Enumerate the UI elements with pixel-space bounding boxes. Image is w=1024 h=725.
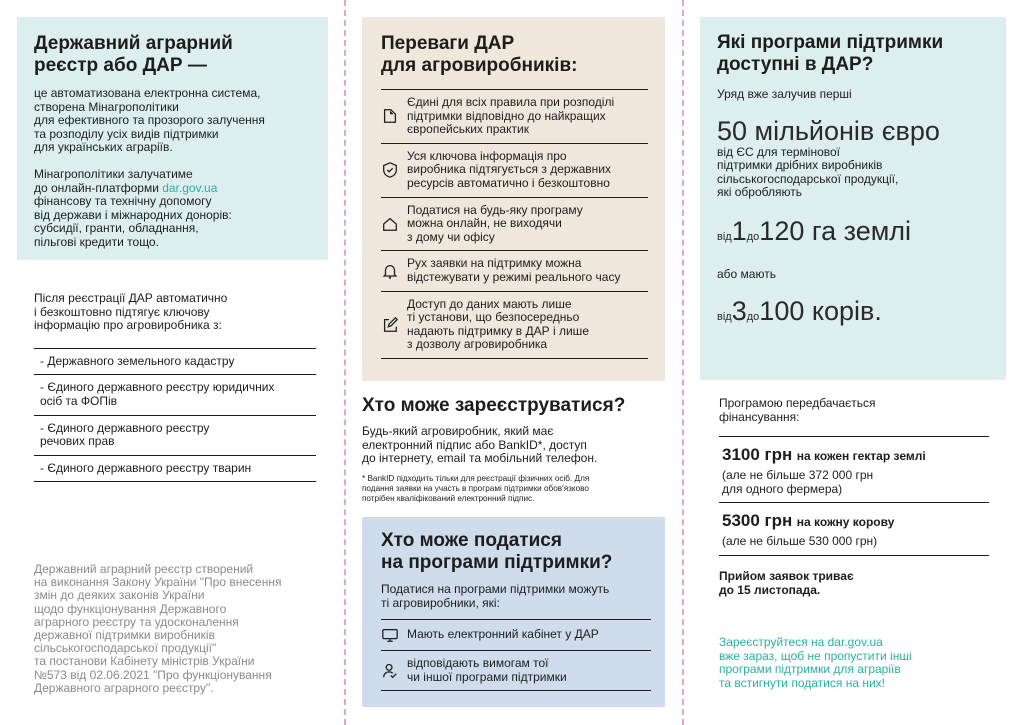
bankid-footnote: * BankID підходить тільки для реєстрації… — [362, 473, 590, 503]
funding-note: (але не більше 372 000 грн для одного фе… — [722, 468, 874, 496]
benefit-text: Уся ключова інформація про виробника під… — [407, 148, 611, 190]
register-cta: Зареєструйтеся на dar.gov.ua вже зараз, … — [719, 635, 912, 690]
funding-rule — [719, 436, 989, 438]
dar-platform-text: Мінагрополітики залучатиме до онлайн-пла… — [34, 166, 311, 250]
platform-text-start: Мінагрополітики залучатиме до онлайн-пла… — [34, 166, 193, 195]
condition-text: відповідають вимогам тої чи іншої програ… — [407, 656, 567, 684]
shield-check-icon — [381, 161, 407, 179]
who-register-title: Хто може зареєструватися? — [362, 395, 626, 416]
cows-from: 3 — [731, 295, 747, 326]
home-icon — [381, 215, 407, 233]
land-from: 1 — [731, 215, 747, 246]
registry-intro: Після реєстрації ДАР автоматично і безко… — [34, 291, 228, 333]
user-check-icon — [381, 662, 407, 680]
land-unit: га землі — [811, 215, 912, 246]
who-apply-panel: Хто може податися на програми підтримки?… — [362, 517, 665, 707]
registry-rule — [34, 347, 316, 349]
land-range: від1до120 га землі — [717, 216, 989, 252]
land-from-word: від — [717, 230, 732, 243]
funding-amount: 5300 грн — [722, 511, 793, 531]
registry-item: - Державного земельного кадастру — [34, 349, 316, 376]
funding-desc: на кожну корову — [796, 515, 895, 530]
who-register-text: Будь-який агровиробник, який має електро… — [362, 424, 598, 466]
benefit-item: Уся ключова інформація про виробника під… — [381, 144, 648, 198]
benefit-text: Рух заявки на підтримку можна відстежува… — [407, 256, 621, 284]
bell-icon — [381, 262, 407, 280]
funding-section: Програмою передбачається фінансування: 3… — [719, 396, 989, 597]
benefits-rule — [381, 89, 648, 90]
conditions-rule — [381, 619, 651, 621]
document-icon — [381, 107, 407, 125]
land-to-word: до — [746, 230, 760, 243]
who-apply-title: Хто може податися на програми підтримки? — [381, 530, 613, 573]
platform-text-end: фінансову та технічну допомогу від держа… — [34, 194, 232, 249]
gov-text: Уряд вже залучив перші — [717, 87, 852, 101]
programs-title: Які програми підтримки доступні в ДАР? — [717, 32, 944, 75]
cows-unit: корів. — [811, 295, 882, 326]
cows-from-word: від — [717, 310, 732, 323]
funding-note: (але не більше 530 000 грн) — [722, 534, 878, 549]
benefit-text: Податися на будь-яку програму можна онла… — [407, 202, 583, 244]
fold-divider-right — [682, 0, 684, 725]
funding-amount: 3100 грн — [722, 445, 793, 465]
cows-to-word: до — [746, 310, 760, 323]
benefit-item: Доступ до даних мають лише ті установи, … — [381, 292, 648, 359]
funding-item: 3100 грн на кожен гектар землі (але не бі… — [719, 437, 989, 504]
dar-link[interactable]: dar.gov.ua — [162, 180, 218, 195]
legal-note: Державний аграрний реєстр створений на в… — [34, 562, 282, 695]
amount-description: від ЄС для термінової підтримки дрібних … — [717, 144, 899, 200]
funding-desc: на кожен гектар землі — [796, 449, 926, 464]
dar-intro-text: це автоматизована електронна система, ст… — [34, 86, 265, 155]
who-register-section: Хто може зареєструватися? Будь-який агро… — [362, 395, 665, 504]
amount-headline: 50 мільйонів євро — [717, 115, 940, 146]
benefits-panel: Переваги ДАР для агровиробників: Єдині д… — [362, 17, 665, 381]
condition-item: Мають електронний кабінет у ДАР — [381, 620, 651, 652]
benefits-title: Переваги ДАР для агровиробників: — [381, 33, 578, 76]
registry-section: Після реєстрації ДАР автоматично і безко… — [34, 291, 316, 483]
funding-item: 5300 грн на кожну корову (але не більше 5… — [719, 503, 989, 556]
land-to: 120 — [759, 215, 805, 246]
condition-item: відповідають вимогам тої чи іншої програ… — [381, 651, 651, 692]
benefit-item: Податися на будь-яку програму можна онла… — [381, 198, 648, 252]
dar-intro-panel: Державний аграрний реєстр або ДАР — це а… — [17, 17, 328, 260]
benefit-item: Рух заявки на підтримку можна відстежува… — [381, 251, 648, 292]
deadline-text: Прийом заявок триває до 15 листопада. — [719, 568, 854, 597]
fold-divider-left — [344, 0, 346, 725]
benefit-text: Доступ до даних мають лише ті установи, … — [407, 296, 589, 352]
funding-intro: Програмою передбачається фінансування: — [719, 396, 876, 424]
cows-to: 100 — [759, 295, 805, 326]
programs-panel: Які програми підтримки доступні в ДАР? У… — [700, 17, 1006, 380]
registry-item: - Єдиного державного реєстру речових пра… — [34, 416, 316, 456]
registry-item: - Єдиного державного реєстру тварин — [34, 456, 316, 483]
or-text: або мають — [717, 266, 776, 281]
benefit-item: Єдині для всіх правила при розподілі під… — [381, 90, 648, 144]
edit-icon — [381, 316, 407, 334]
monitor-icon — [381, 626, 407, 644]
dar-title: Державний аграрний реєстр або ДАР — — [34, 33, 233, 76]
benefit-text: Єдині для всіх правила при розподілі під… — [407, 95, 615, 137]
condition-text: Мають електронний кабінет у ДАР — [407, 627, 599, 642]
cows-range: від3до100 корів. — [717, 296, 989, 332]
registry-item: - Єдиного державного реєстру юридичних о… — [34, 375, 316, 416]
who-apply-text: Податися на програми підтримки можуть ті… — [381, 582, 610, 610]
